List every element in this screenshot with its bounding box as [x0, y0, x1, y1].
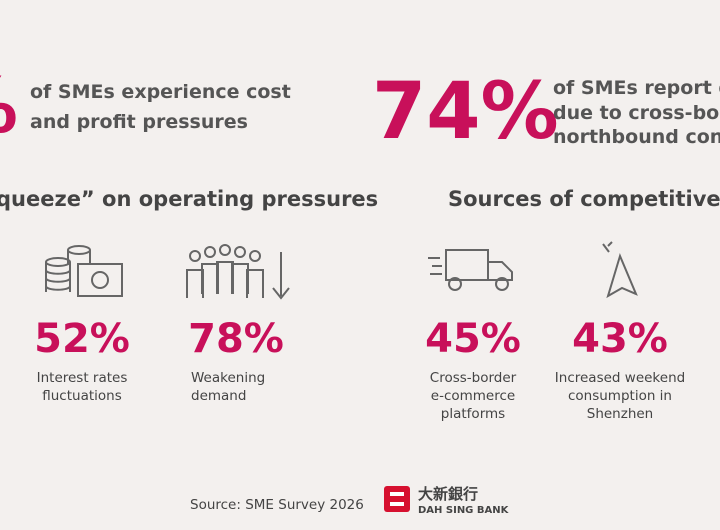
people-icon: [186, 244, 290, 300]
section-title: Sources of competitive pre: [448, 187, 720, 211]
headline-text: northbound consum: [553, 126, 720, 148]
stat-label: demand: [191, 388, 246, 404]
headline-text: of SMEs report decl: [553, 77, 720, 99]
stat-figure: 43%: [572, 316, 668, 362]
brand-chinese: 大新銀行: [418, 485, 478, 503]
headline-figure: 74%: [372, 67, 559, 157]
stat-figure: 52%: [34, 316, 130, 362]
stat-label: Increased weekend: [555, 370, 685, 386]
headline-text: and profit pressures: [30, 111, 248, 133]
stat-label: consumption in: [568, 388, 672, 404]
bank-logo: [384, 486, 410, 512]
headline-text: due to cross-border: [553, 102, 720, 124]
stat-label: Cross-border: [430, 370, 517, 386]
stat-label: platforms: [441, 406, 505, 422]
headline-figure: %: [0, 61, 18, 150]
truck-icon: [428, 249, 513, 291]
brand-english: DAH SING BANK: [418, 505, 510, 516]
stat-label: Interest rates: [37, 370, 128, 386]
cursor-icon: [602, 241, 638, 299]
stat-label: Weakening: [191, 370, 265, 386]
stat-label: e-commerce: [431, 388, 515, 404]
money-icon: [45, 245, 123, 297]
stat-label: Shenzhen: [587, 406, 654, 422]
stat-label: fluctuations: [42, 388, 122, 404]
stat-figure: 45%: [425, 316, 521, 362]
headline-text: of SMEs experience cost: [30, 81, 291, 103]
section-title: queeze” on operating pressures: [0, 187, 378, 211]
source: Source: SME Survey 2026: [190, 497, 364, 513]
stat-figure: 78%: [188, 316, 284, 362]
